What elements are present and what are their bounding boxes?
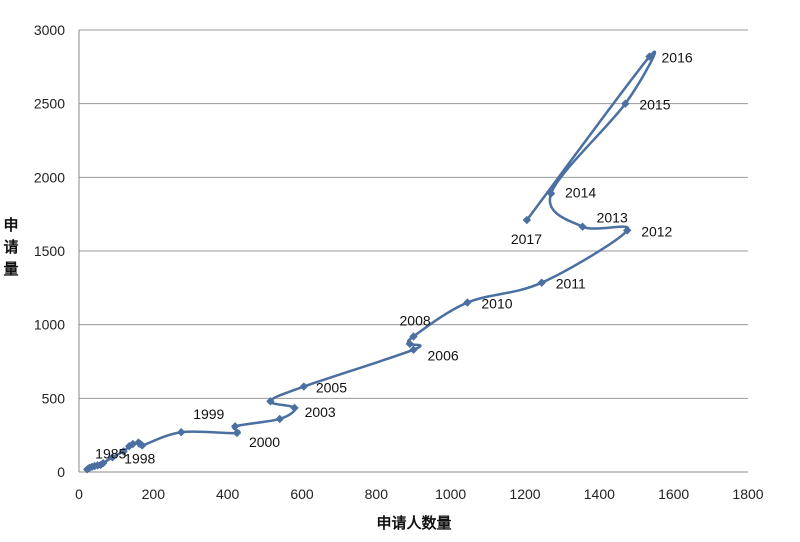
series-line [86,50,657,471]
y-tick-label: 2500 [34,96,65,112]
y-axis-title: 申请量 [3,216,18,278]
year-label-2003: 2003 [305,404,336,420]
data-point-2005 [299,382,309,391]
x-tick-labels: 0 200 400 600 800 1000 1200 1400 1600 1800 [75,486,764,502]
data-point-2012 [623,226,632,235]
x-tick-label: 800 [365,486,389,502]
data-point-2003 [290,403,299,413]
y-tick-label: 500 [42,390,66,406]
x-tick-label: 1000 [435,486,466,502]
data-points [82,52,654,474]
year-label-2008: 2008 [400,312,431,328]
data-point-2011 [537,278,546,287]
year-label-2012: 2012 [641,223,672,239]
data-point-2013 [578,222,587,231]
data-point-2014 [546,189,556,198]
year-label-2005: 2005 [316,380,347,396]
data-point-2008 [409,332,418,341]
data-point-2017 [522,215,532,225]
data-point-1998 [137,441,147,450]
gridlines [79,29,748,399]
year-label-1998: 1998 [124,450,155,466]
data-point-1992 [108,453,117,462]
x-axis-title: 申请人数量 [376,514,451,532]
year-label-2014: 2014 [565,185,596,201]
year-label-2010: 2010 [481,296,512,312]
data-point-2015 [621,99,630,108]
year-label-1985: 1985 [95,445,126,461]
y-tick-label: 3000 [34,22,65,38]
data-point-2004 [266,397,275,406]
year-label-2013: 2013 [597,210,628,226]
year-label-2015: 2015 [639,97,670,113]
x-tick-label: 1800 [732,486,763,502]
x-tick-label: 0 [75,486,83,502]
data-point-2000 [232,428,242,438]
y-tick-label: 1500 [34,243,65,259]
data-point-2016 [645,52,654,61]
x-tick-label: 400 [216,486,240,502]
y-tick-label: 1000 [34,317,65,333]
x-tick-label: 1400 [584,486,615,502]
axes [78,30,748,473]
y-tick-label: 2000 [34,169,65,185]
data-point-2006 [409,345,418,354]
y-tick-labels: 0 500 1000 1500 2000 2500 3000 [34,22,65,480]
year-label-2016: 2016 [662,50,693,66]
data-point-2010 [463,298,472,307]
data-point-2001 [230,422,240,431]
year-label-2000: 2000 [249,434,280,450]
year-label-2017: 2017 [511,231,542,247]
y-tick-label: 0 [57,464,65,480]
data-point-1993 [119,447,128,456]
year-label-2011: 2011 [556,276,586,292]
year-label-2006: 2006 [428,348,459,364]
data-point-1991 [98,458,108,468]
x-tick-label: 1600 [658,486,689,502]
data-point-2007 [405,339,414,349]
x-tick-label: 600 [290,486,314,502]
year-label-1999: 1999 [193,406,224,422]
data-point-2002 [275,414,284,424]
data-point-1999 [177,428,186,437]
x-tick-label: 200 [142,486,166,502]
x-tick-label: 1200 [509,486,540,502]
data-point-1990 [96,460,105,470]
